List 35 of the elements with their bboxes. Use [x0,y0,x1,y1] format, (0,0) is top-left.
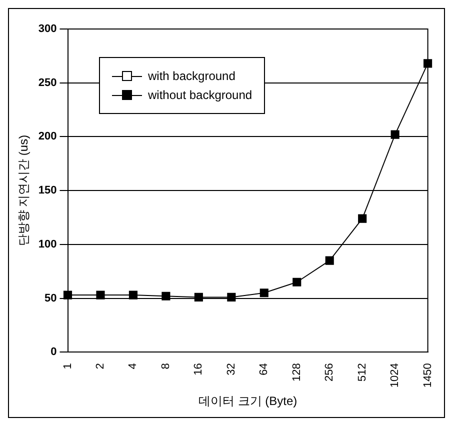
x-tick-label: 1024 [389,363,402,388]
point [194,292,203,302]
legend-label: with background [148,69,236,83]
x-tick-label: 1450 [422,363,434,388]
y-tick-label: 0 [50,346,57,358]
y-tick-label: 250 [38,76,57,89]
point [390,130,400,139]
point [63,290,72,300]
point [227,292,236,302]
x-tick-label: 32 [225,363,238,376]
point [292,278,302,286]
y-tick-label: 300 [38,23,57,36]
x-tick-label: 128 [290,363,303,382]
x-tick-label: 64 [258,363,270,376]
point [358,214,367,223]
y-tick-label: 50 [44,292,57,304]
y-tick-label: 200 [38,130,57,143]
x-tick-label: 256 [324,363,336,382]
x-tick-label: 16 [192,363,205,376]
y-axis-title: 단방향 지연시간 (us) [16,134,31,246]
x-tick-label: 8 [160,363,172,370]
point [260,288,268,298]
x-tick-label: 2 [94,363,107,370]
x-tick-label: 512 [356,363,368,382]
legend-label: without background [148,88,252,102]
x-tick-label: 4 [127,363,140,370]
y-tick-label: 100 [38,238,57,250]
y-tick-label: 150 [38,184,57,197]
point [162,292,170,300]
point [128,290,138,300]
point [325,256,334,265]
point [424,59,432,68]
x-axis-title: 데이터 크기 (Byte) [198,394,298,408]
point [96,290,105,300]
x-tick-label: 1 [62,363,74,370]
